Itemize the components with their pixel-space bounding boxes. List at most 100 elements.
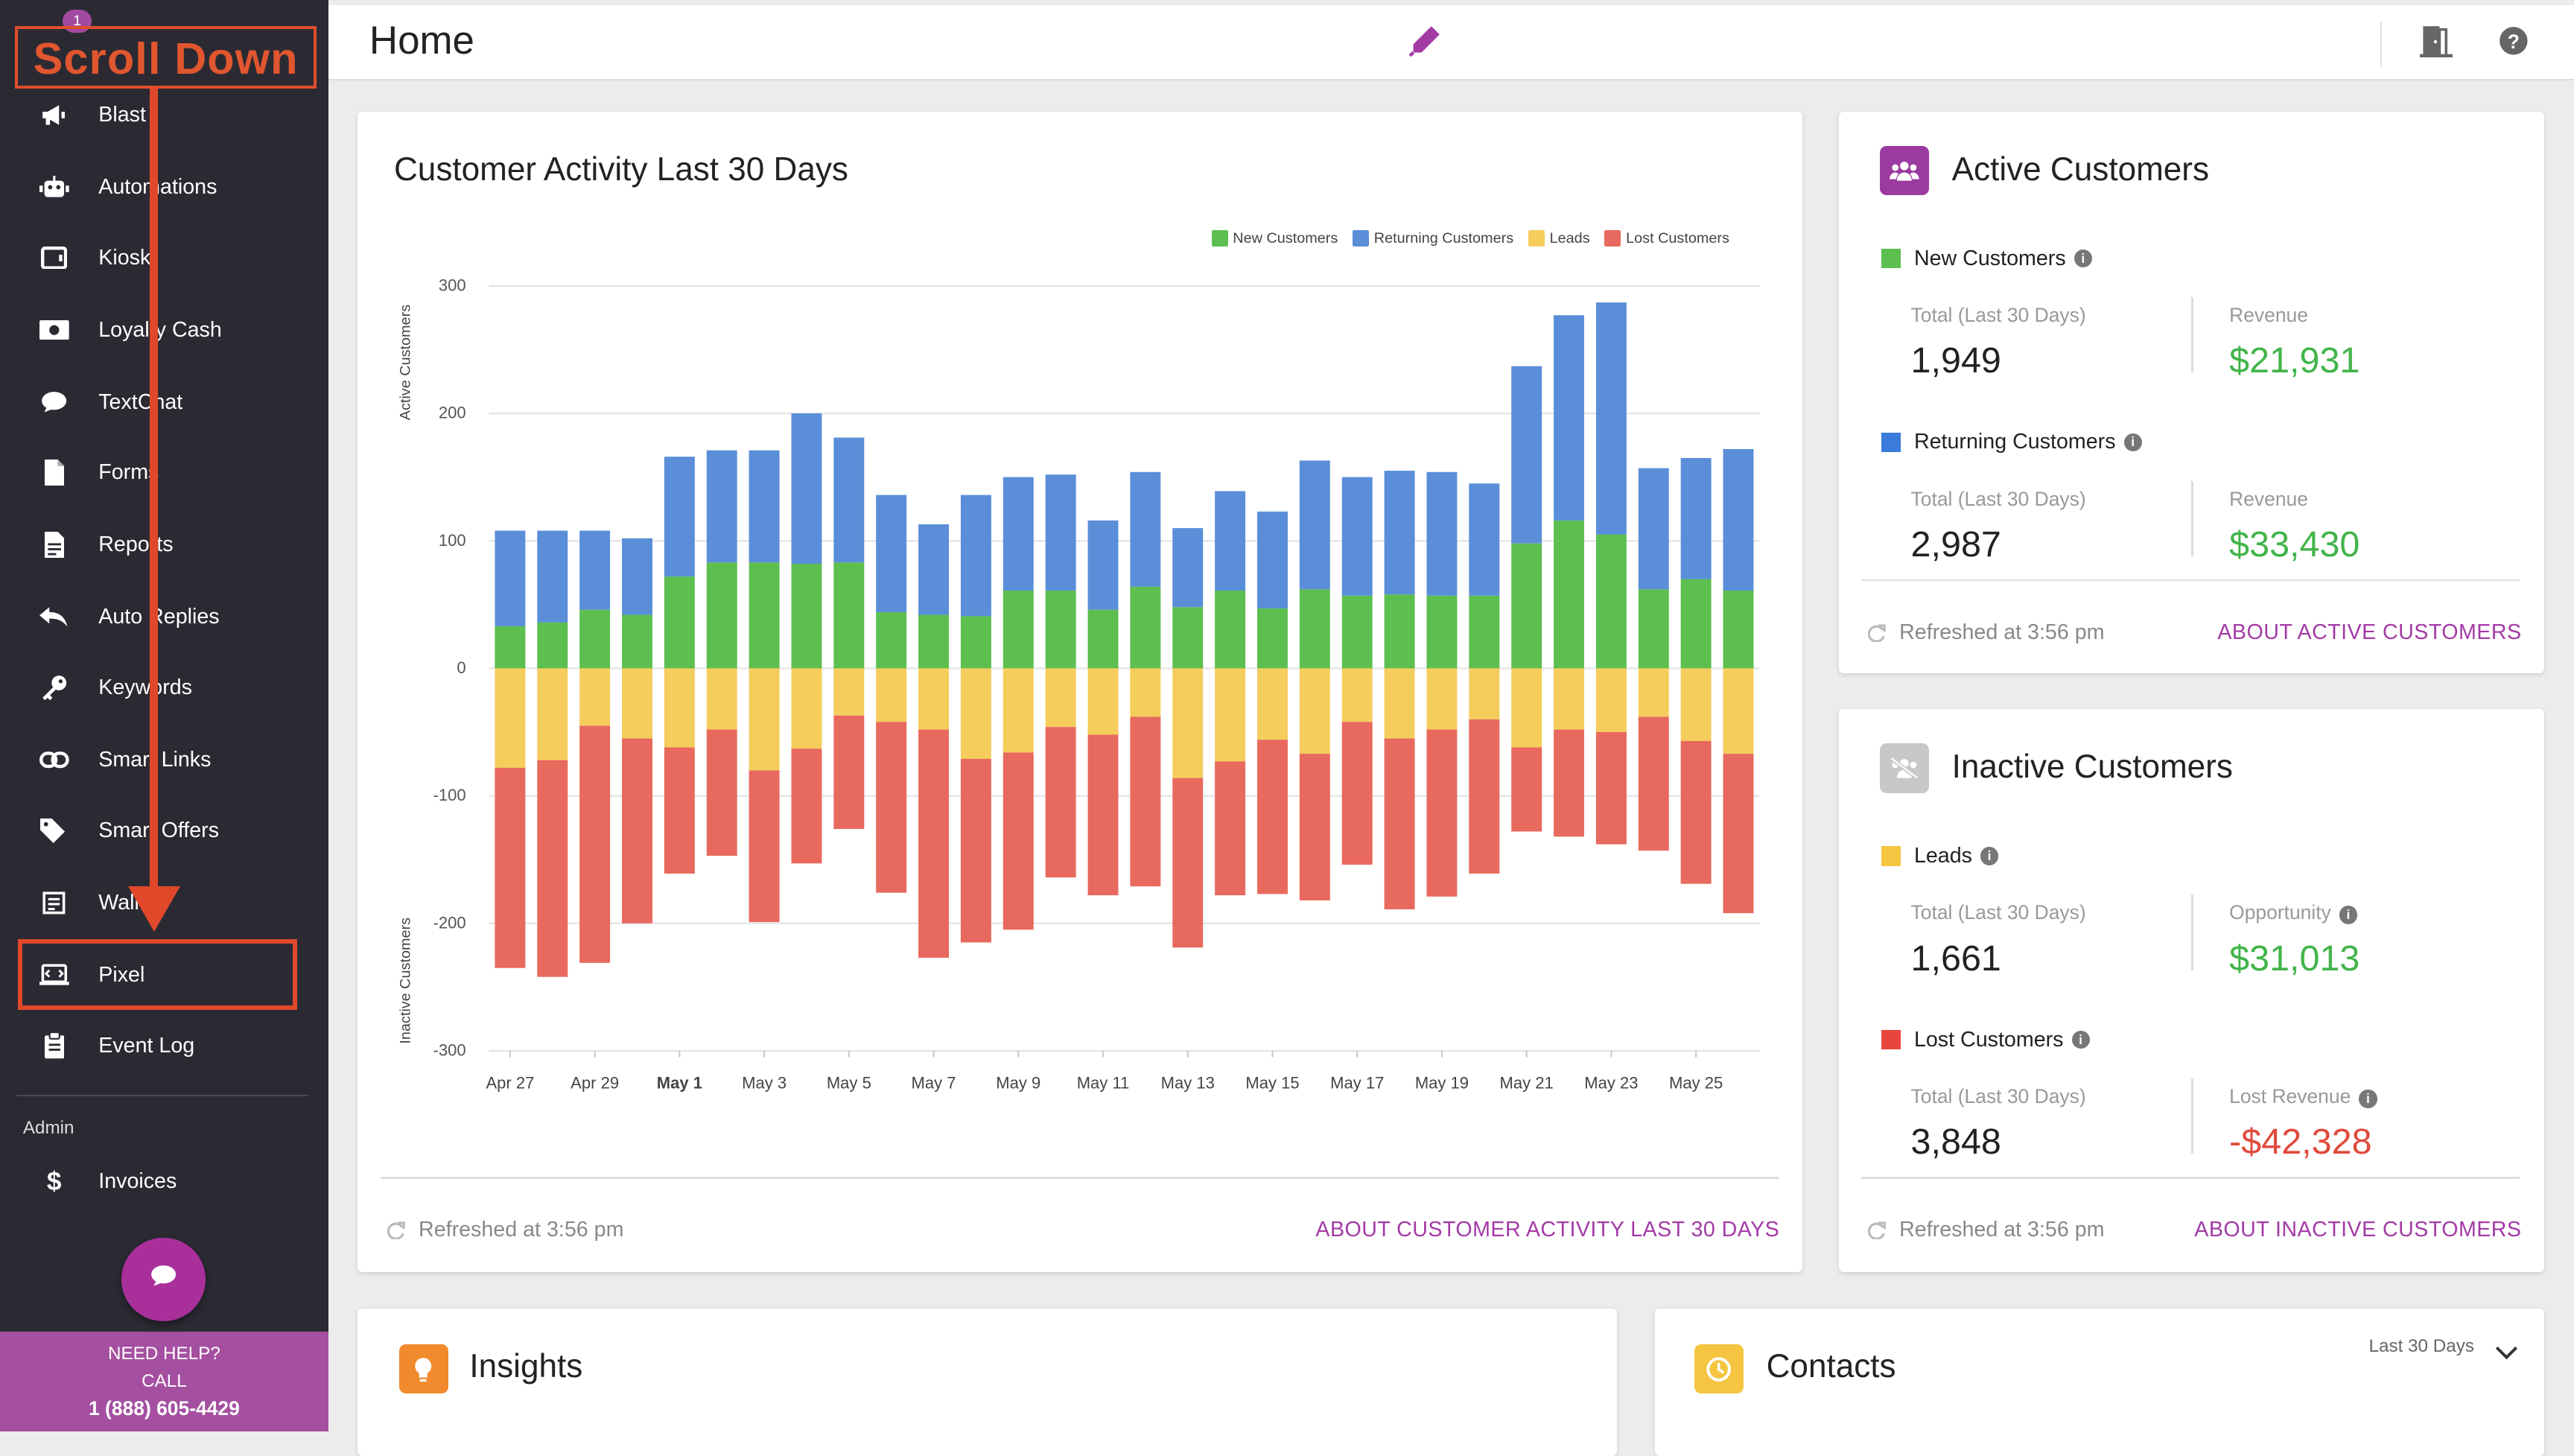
legend-item-lost[interactable]: Lost Customers [1604, 230, 1729, 247]
refreshed-status: Refreshed at 3:56 pm [1868, 620, 2105, 645]
header-divider [2380, 21, 2383, 68]
logout-door-icon[interactable] [2419, 25, 2453, 64]
sidebar-item-automations[interactable]: Automations [0, 154, 328, 220]
x-tick-label: May 13 [1161, 1073, 1215, 1092]
sidebar-item-label: Keywords [98, 675, 192, 699]
x-tick-label: May 5 [827, 1073, 871, 1092]
leads-total: 1,661 [1910, 938, 2001, 979]
info-icon[interactable]: i [2123, 433, 2142, 452]
sidebar-item-label: Forms [98, 460, 159, 485]
bar-returning-customers [1300, 460, 1331, 589]
bar-leads [918, 668, 950, 730]
sidebar-item-invoices[interactable]: $ Invoices [0, 1149, 328, 1215]
sidebar-item-label: Blast [98, 102, 146, 127]
legend-item-returning[interactable]: Returning Customers [1353, 230, 1513, 247]
bar-returning-customers [537, 530, 568, 623]
info-icon[interactable]: i [1980, 847, 1999, 865]
sidebar-item-blast[interactable]: Blast [0, 82, 328, 147]
sidebar-item-keywords[interactable]: Keywords [0, 655, 328, 720]
bar-new-customers [1596, 534, 1627, 669]
sidebar-item-label: TextChat [98, 390, 183, 414]
returning-customers-heading: Returning Customers i [1881, 430, 2142, 454]
bar-lost-customers [833, 715, 865, 829]
bar-returning-customers [1342, 477, 1373, 596]
sidebar-item-label: Invoices [98, 1169, 177, 1194]
legend-item-leads[interactable]: Leads [1528, 230, 1590, 247]
sidebar-item-smart-offers[interactable]: Smart Offers [0, 798, 328, 863]
x-tick-label: May 23 [1585, 1073, 1639, 1092]
bar-new-customers [1681, 579, 1712, 669]
date-range-select[interactable]: Last 30 Days [2368, 1336, 2474, 1357]
y-tick-label: 300 [439, 276, 466, 294]
bar-leads [1596, 668, 1627, 732]
about-active-customers-link[interactable]: ABOUT ACTIVE CUSTOMERS [2217, 620, 2522, 645]
bar-new-customers [1130, 586, 1161, 669]
bar-lost-customers [1257, 739, 1288, 894]
bar-lost-customers [791, 748, 822, 863]
bar-returning-customers [833, 437, 865, 562]
info-icon[interactable]: i [2074, 249, 2092, 268]
bar-leads [1342, 668, 1373, 722]
bar-leads [1469, 668, 1500, 719]
bar-returning-customers [749, 450, 780, 562]
bar-returning-customers [1003, 477, 1035, 591]
wallet-icon [39, 888, 69, 918]
sidebar-item-loyalty-cash[interactable]: Loyalty Cash [0, 297, 328, 363]
bar-new-customers [1511, 543, 1542, 669]
card-title: Inactive Customers [1951, 748, 2233, 786]
bar-leads [1257, 668, 1288, 740]
bar-lost-customers [622, 738, 653, 923]
chat-button[interactable] [121, 1237, 206, 1322]
info-icon[interactable]: i [2359, 1090, 2377, 1108]
info-icon[interactable]: i [2339, 906, 2358, 924]
bar-returning-customers [1426, 471, 1458, 596]
legend-item-new[interactable]: New Customers [1211, 230, 1338, 247]
sidebar-item-pixel[interactable]: Pixel [0, 942, 328, 1008]
bar-new-customers [1639, 588, 1670, 669]
sidebar-item-label: Automations [98, 174, 217, 199]
color-swatch [1881, 1030, 1901, 1050]
returning-customers-revenue: $33,430 [2229, 524, 2360, 565]
bar-leads [1426, 668, 1458, 730]
bar-returning-customers [1046, 474, 1076, 591]
help-banner[interactable]: NEED HELP? CALL 1 (888) 605-4429 [0, 1331, 328, 1431]
sidebar-item-label: Smart Offers [98, 818, 220, 842]
contacts-card: Contacts Last 30 Days [1654, 1308, 2545, 1456]
stat-divider [2191, 296, 2193, 373]
y-tick-label: -300 [433, 1040, 466, 1059]
info-icon[interactable]: i [2071, 1031, 2090, 1049]
sidebar-item-auto-replies[interactable]: Auto Replies [0, 585, 328, 650]
help-question-icon[interactable]: ? [2499, 26, 2529, 63]
edit-pen-icon[interactable] [1408, 25, 1441, 64]
chevron-down-icon[interactable] [2495, 1338, 2518, 1367]
bar-lost-customers [1003, 752, 1035, 929]
sidebar-item-forms[interactable]: Forms [0, 440, 328, 506]
sidebar-item-event-log[interactable]: Event Log [0, 1013, 328, 1078]
y-tick-label: 0 [457, 658, 466, 677]
document-icon [39, 458, 69, 488]
new-customers-heading: New Customers i [1881, 247, 2092, 271]
refreshed-text: Refreshed at 3:56 pm [1899, 620, 2105, 645]
sidebar-item-reports[interactable]: Reports [0, 512, 328, 578]
bar-lost-customers [1639, 716, 1670, 851]
annotation-arrow [149, 89, 158, 890]
chart-legend: New Customers Returning Customers Leads … [1211, 230, 1744, 247]
sidebar-item-textchat[interactable]: TextChat [0, 369, 328, 435]
sidebar-item-smart-links[interactable]: Smart Links [0, 727, 328, 792]
bar-new-customers [1426, 595, 1458, 669]
color-swatch [1881, 846, 1901, 866]
card-divider [381, 1177, 1780, 1179]
y-tick-label: -100 [433, 786, 466, 804]
help-phone[interactable]: 1 (888) 605-4429 [88, 1397, 240, 1420]
about-inactive-customers-link[interactable]: ABOUT INACTIVE CUSTOMERS [2194, 1218, 2522, 1242]
bar-leads [833, 668, 865, 716]
sidebar-item-label: Reports [98, 533, 174, 557]
bar-returning-customers [495, 530, 526, 626]
bar-returning-customers [622, 538, 653, 615]
sidebar-item-kiosk[interactable]: Kiosk [0, 225, 328, 290]
report-icon [39, 530, 69, 560]
robot-icon [39, 172, 69, 202]
annotation-arrow-head [127, 886, 180, 932]
bar-new-customers [1046, 590, 1076, 669]
about-activity-link[interactable]: ABOUT CUSTOMER ACTIVITY LAST 30 DAYS [1315, 1218, 1780, 1242]
